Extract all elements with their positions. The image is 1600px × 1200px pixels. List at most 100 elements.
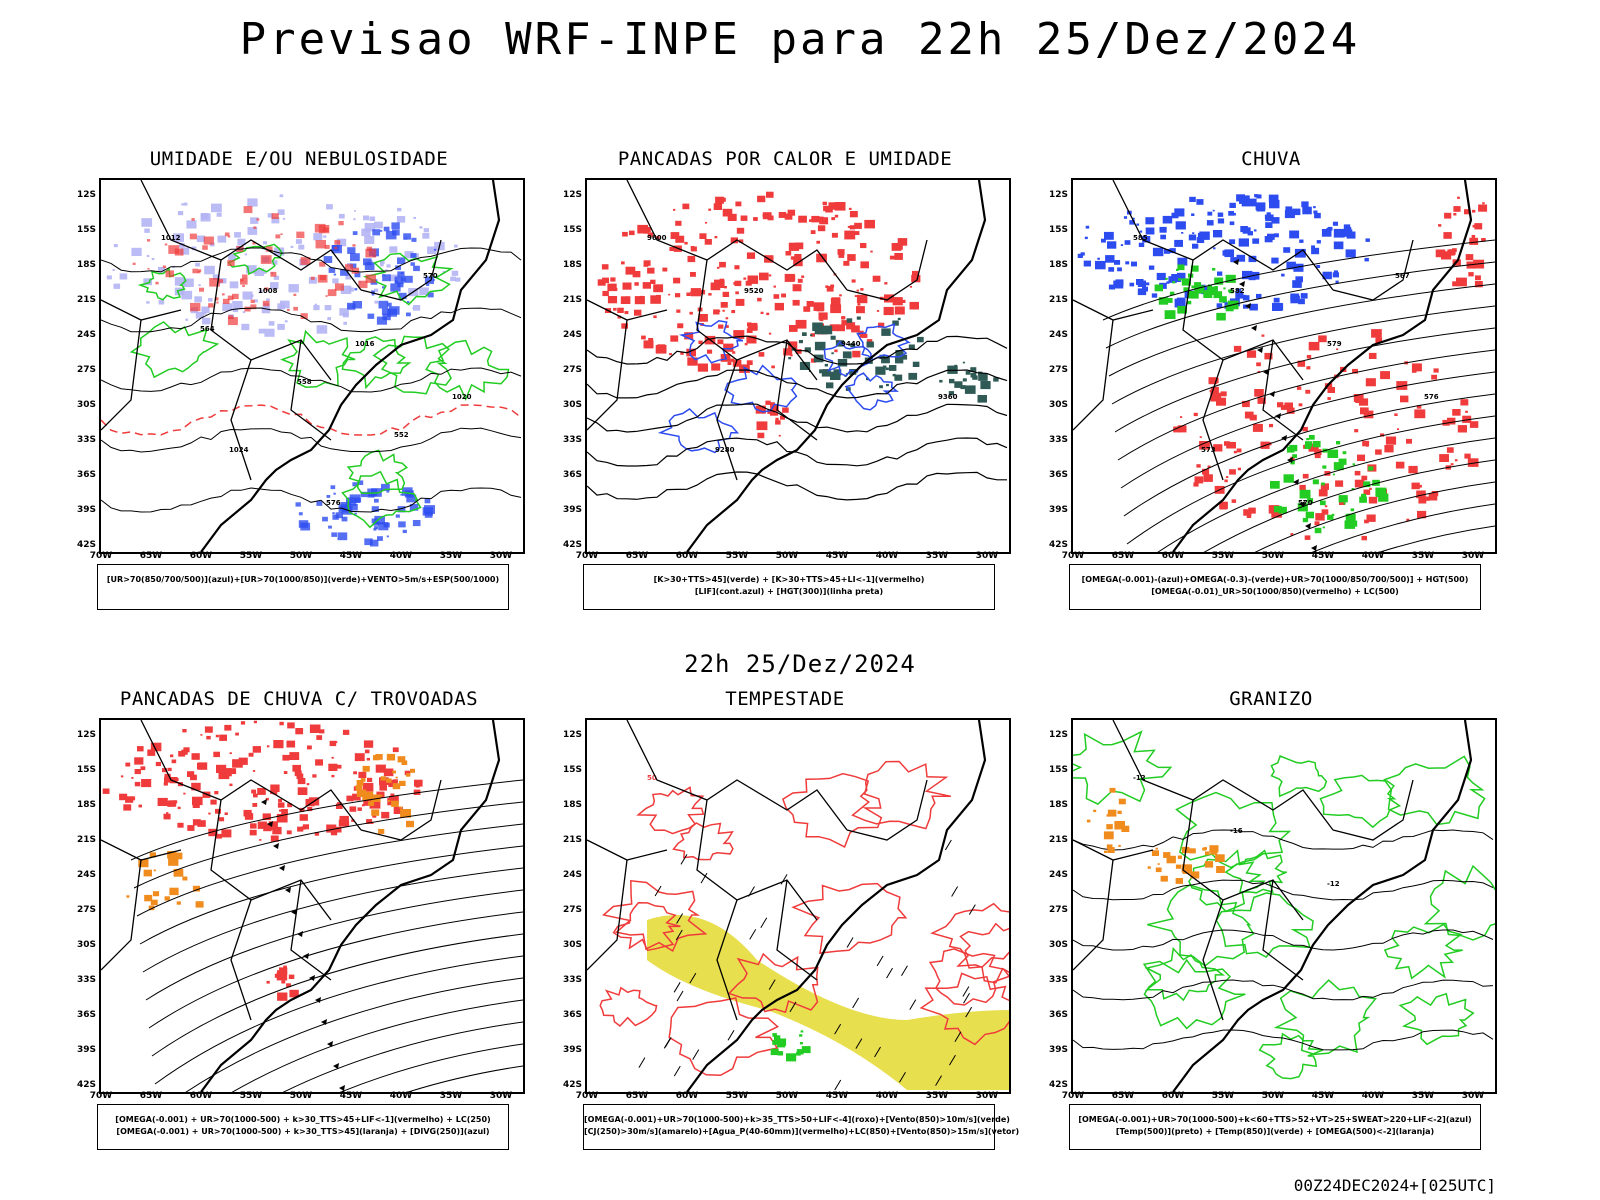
rain-blue [1327, 226, 1333, 231]
rain-red [1428, 493, 1438, 501]
convective-green [894, 374, 903, 381]
rain-blue [1105, 255, 1115, 263]
convective-red [819, 317, 824, 322]
humidity-green-contour [137, 267, 187, 301]
humidity-light-blue [180, 247, 190, 255]
panel-title: GRANIZO [1229, 688, 1313, 710]
rain-blue [1344, 227, 1352, 233]
omega-orange [1215, 854, 1225, 862]
rain-red [1248, 507, 1256, 514]
convective-red [601, 264, 609, 270]
hgt300-contour [587, 403, 1008, 433]
convective-red [715, 196, 724, 204]
rain-red [1216, 397, 1226, 406]
rain-blue [1216, 303, 1223, 308]
convective-green [970, 367, 977, 372]
rain-blue [1242, 294, 1247, 298]
convective-red [629, 230, 635, 236]
thunderstorm-red [381, 811, 390, 819]
thickness-red-label [250, 299, 255, 304]
rain-blue [1150, 266, 1154, 270]
thickness-red-label [191, 218, 195, 221]
latitude-label: 12S [1048, 730, 1068, 740]
longitude-label: 60W [1161, 1091, 1185, 1101]
thunderstorm-red [208, 828, 218, 837]
humidity-green-contour [227, 243, 283, 276]
convective-red [714, 236, 718, 239]
thunderstorm-orange [399, 806, 402, 809]
thickness-red-label [252, 242, 256, 245]
longitude-label: 70W [89, 551, 113, 561]
caption-line: [OMEGA(-0.001)+UR>70(1000-500)+k>35_TTS>… [584, 1115, 1010, 1124]
thunderstorm-red [182, 729, 187, 733]
longitude-label: 45W [339, 1091, 363, 1101]
hgt500-label: 576 [1424, 393, 1439, 401]
humidity-light-blue [191, 246, 197, 251]
rain-blue [1145, 217, 1155, 225]
convective-red [788, 242, 800, 251]
longitude-label: 55W [1211, 551, 1235, 561]
rain-blue [1166, 281, 1170, 284]
convective-red [826, 286, 834, 292]
humidity-blue [371, 290, 375, 294]
wind-vector [834, 1079, 842, 1091]
rain-red [1299, 484, 1306, 490]
convective-red [844, 230, 856, 240]
rain-red [1478, 204, 1488, 212]
streamline-arrow [1245, 303, 1251, 309]
thunderstorm-orange [362, 791, 374, 801]
water-red-contour [668, 997, 779, 1077]
convective-red [719, 261, 726, 268]
rain-green [1190, 265, 1199, 272]
longitude-label: 65W [139, 1091, 163, 1101]
rain-blue [1300, 293, 1308, 299]
convective-green [810, 334, 813, 337]
humidity-light-blue [112, 269, 115, 271]
humidity-blue [371, 506, 379, 512]
convective-red [862, 333, 868, 338]
convective-red [733, 330, 745, 339]
streamline-arrow [333, 1063, 339, 1069]
thunderstorm-red [383, 768, 394, 777]
thunderstorm-red [266, 980, 270, 984]
rain-red [1417, 510, 1427, 519]
thunderstorm-orange [380, 776, 386, 781]
convective-red [724, 286, 727, 289]
thunderstorm-red [288, 974, 295, 979]
thunderstorm-red [206, 735, 211, 740]
latitude-label: 12S [562, 190, 582, 200]
convective-red [911, 274, 921, 283]
humidity-blue [406, 494, 417, 503]
water-red-contour [612, 902, 681, 952]
thunderstorm-red [276, 972, 288, 981]
humidity-blue [387, 302, 392, 307]
humidity-light-blue [263, 271, 267, 274]
water-red-contour [851, 760, 952, 830]
convective-red [621, 261, 625, 265]
rain-red [1465, 410, 1468, 413]
streamline-arrow [261, 799, 267, 805]
convective-red [634, 296, 645, 305]
rain-green [1327, 514, 1334, 520]
panel-title: UMIDADE E/OU NEBULOSIDADE [149, 148, 449, 170]
rain-red [1180, 416, 1183, 418]
rain-blue [1171, 274, 1182, 282]
thunderstorm-red [279, 721, 284, 726]
wind-vector [673, 1065, 681, 1077]
humidity-blue [332, 514, 339, 520]
humidity-light-blue [198, 284, 201, 287]
rain-blue [1269, 199, 1280, 209]
rain-red [1353, 394, 1364, 402]
thunderstorm-orange [399, 780, 406, 786]
convective-red [719, 278, 725, 283]
political-borders [101, 180, 442, 481]
omega-orange [1216, 866, 1225, 873]
humidity-blue [397, 257, 406, 265]
convective-red [676, 309, 681, 313]
thickness-red-label [214, 297, 219, 301]
convective-green [850, 343, 856, 348]
humidity-light-blue [216, 212, 222, 217]
isobar-label: 1020 [452, 393, 472, 401]
rain-red [1467, 458, 1479, 467]
